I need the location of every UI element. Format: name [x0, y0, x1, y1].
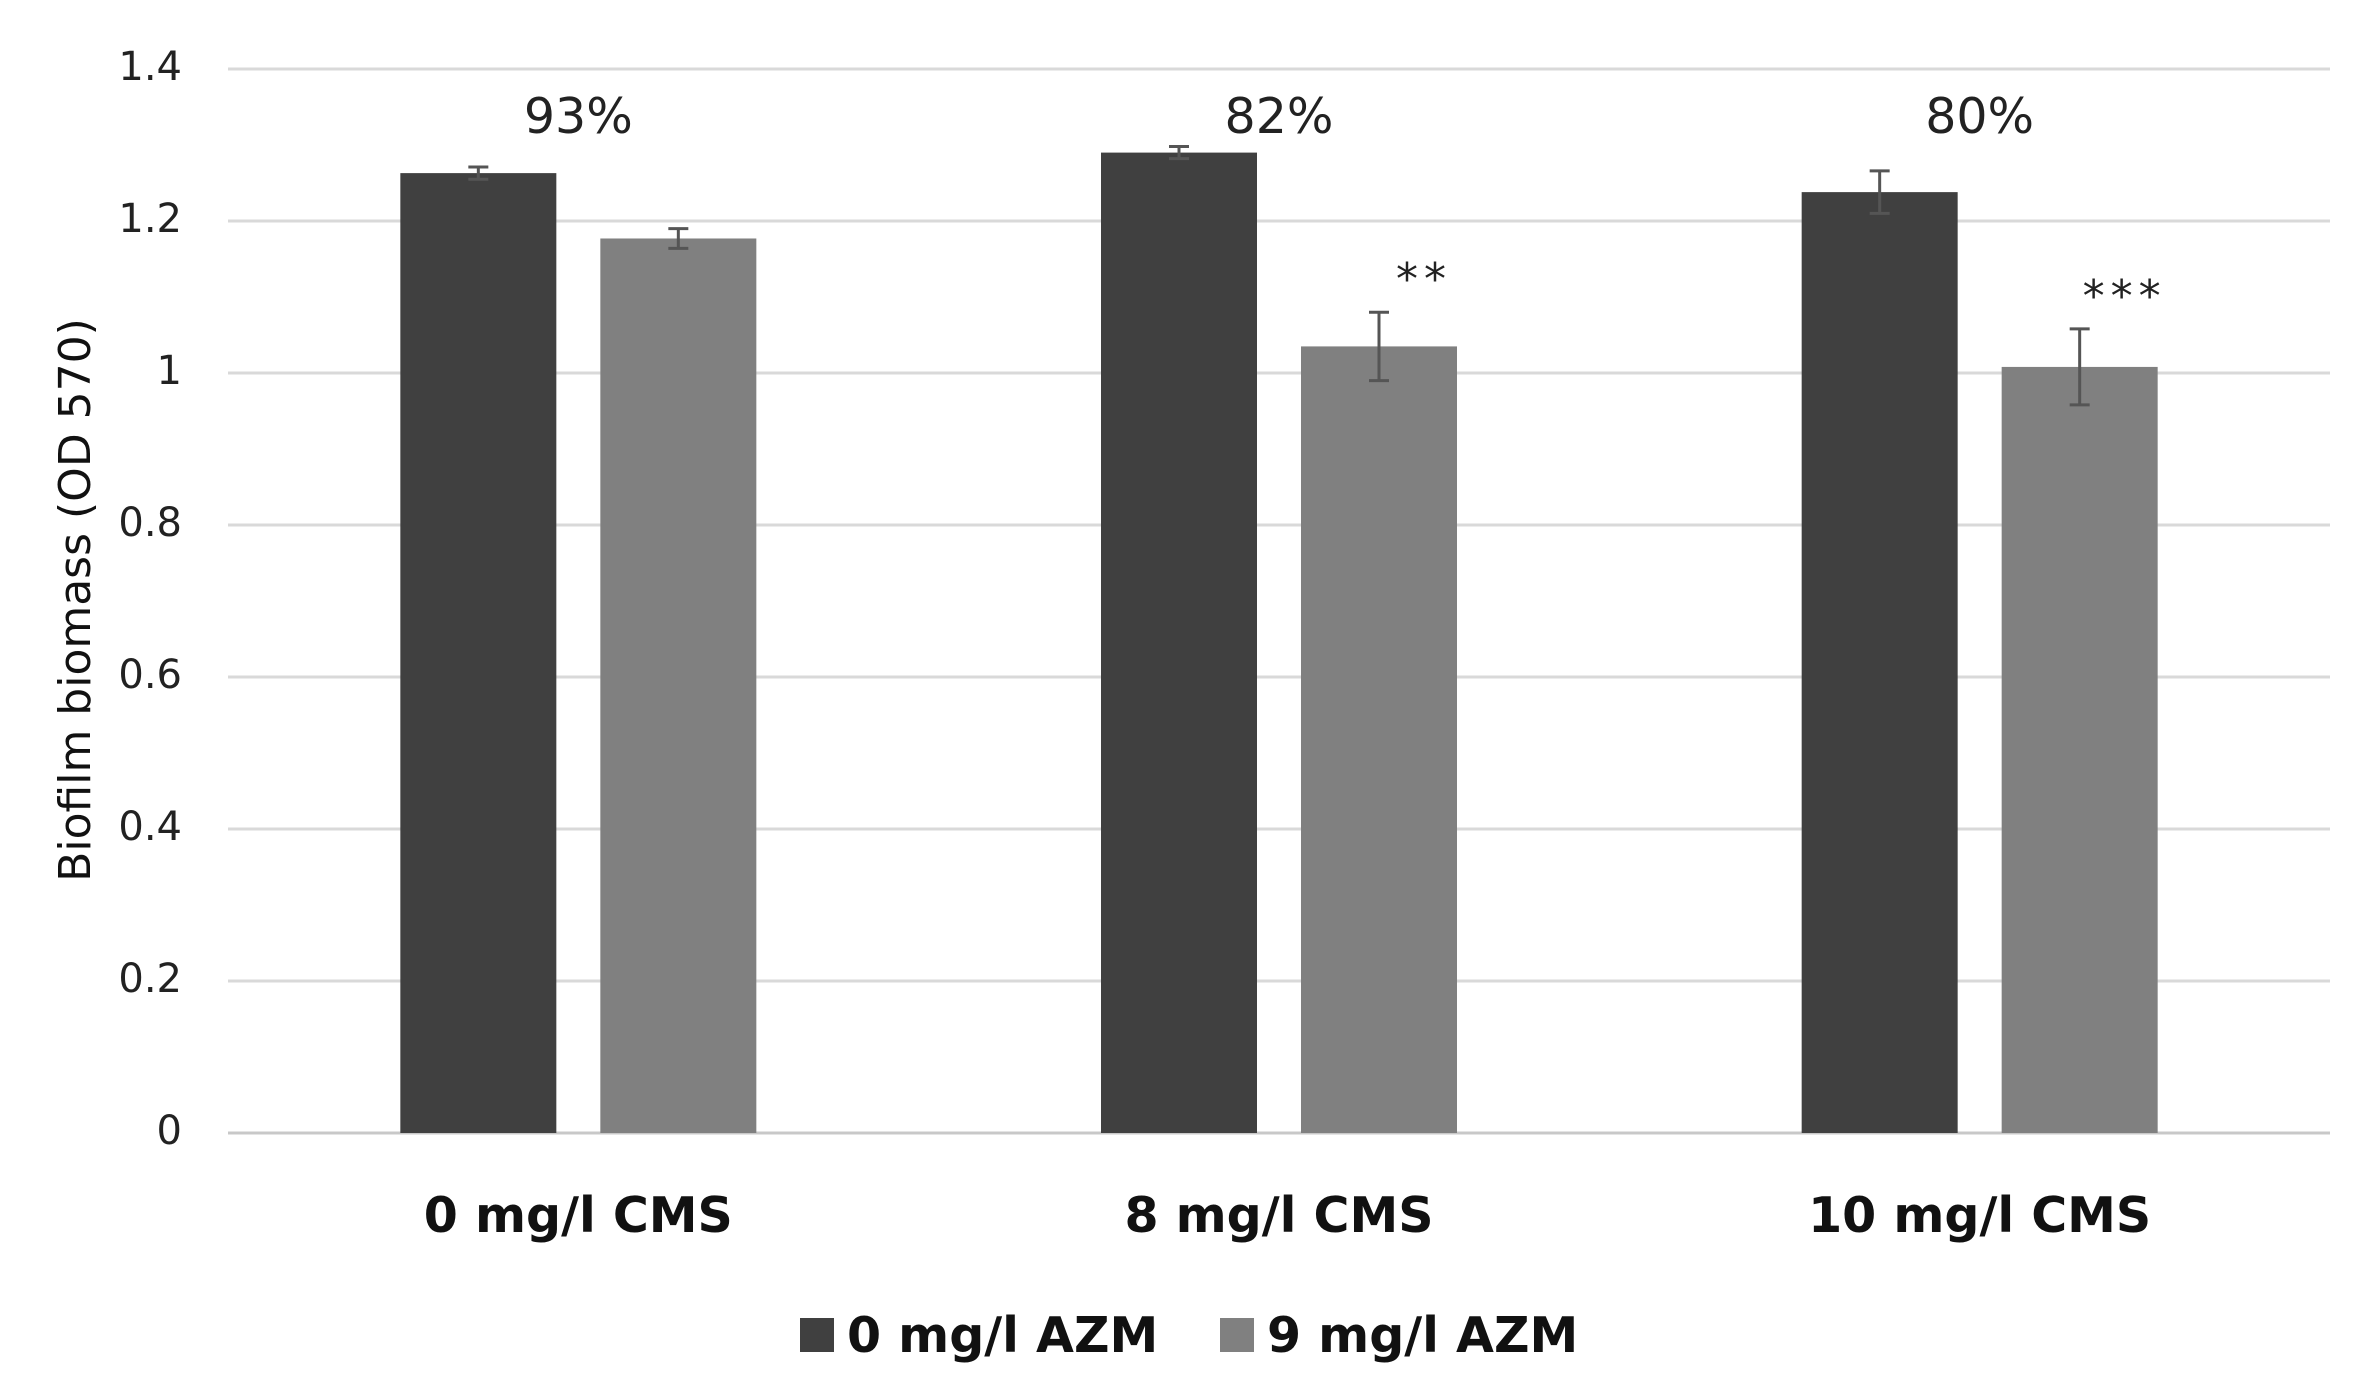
legend-swatch [1220, 1318, 1254, 1352]
y-axis-ticks: 0 0.2 0.4 0.6 0.8 1 1.2 1.4 [118, 44, 182, 1154]
bar [1301, 346, 1457, 1133]
group-percentage: 82% [1225, 88, 1334, 145]
y-tick-label: 0.2 [118, 956, 182, 1002]
y-tick-label: 1.2 [118, 196, 182, 242]
legend-item: 9 mg/l AZM [1220, 1307, 1578, 1364]
significance-marker: *** [2083, 271, 2167, 322]
bars [400, 152, 2158, 1134]
y-tick-label: 1.4 [118, 44, 182, 90]
category-label: 10 mg/l CMS [1808, 1187, 2151, 1244]
y-tick-label: 0.8 [118, 500, 182, 546]
group-percentage: 93% [524, 88, 633, 145]
category-label: 0 mg/l CMS [424, 1187, 733, 1244]
error-bar [1869, 169, 1890, 215]
legend-item: 0 mg/l AZM [800, 1307, 1158, 1364]
bar [1801, 192, 1958, 1133]
annotations: 93% ** 82% *** 80% [524, 88, 2167, 322]
gridlines [228, 67, 2330, 1135]
error-bar [1369, 310, 1389, 383]
y-tick-label: 0 [157, 1108, 182, 1154]
legend-label: 0 mg/l AZM [847, 1307, 1158, 1364]
error-bar [468, 165, 489, 181]
bar [600, 238, 757, 1134]
y-tick-label: 0.6 [118, 652, 182, 698]
error-bar [2069, 327, 2090, 407]
error-bar [1169, 145, 1189, 161]
category-label: 8 mg/l CMS [1124, 1187, 1433, 1244]
legend-swatch [800, 1318, 834, 1352]
bar [1101, 152, 1257, 1134]
group-percentage: 80% [1925, 88, 2034, 145]
legend-label: 9 mg/l AZM [1267, 1307, 1578, 1364]
y-axis-label: Biofilm biomass (OD 570) [50, 318, 101, 882]
significance-marker: ** [1396, 254, 1452, 305]
legend: 0 mg/l AZM 9 mg/l AZM [800, 1307, 1578, 1364]
bar [400, 173, 557, 1133]
bar [2001, 366, 2158, 1133]
y-tick-label: 0.4 [118, 804, 182, 850]
error-bars [468, 145, 2090, 407]
x-axis-categories: 0 mg/l CMS 8 mg/l CMS 10 mg/l CMS [424, 1187, 2151, 1244]
y-tick-label: 1 [157, 348, 182, 394]
error-bar [668, 227, 689, 250]
